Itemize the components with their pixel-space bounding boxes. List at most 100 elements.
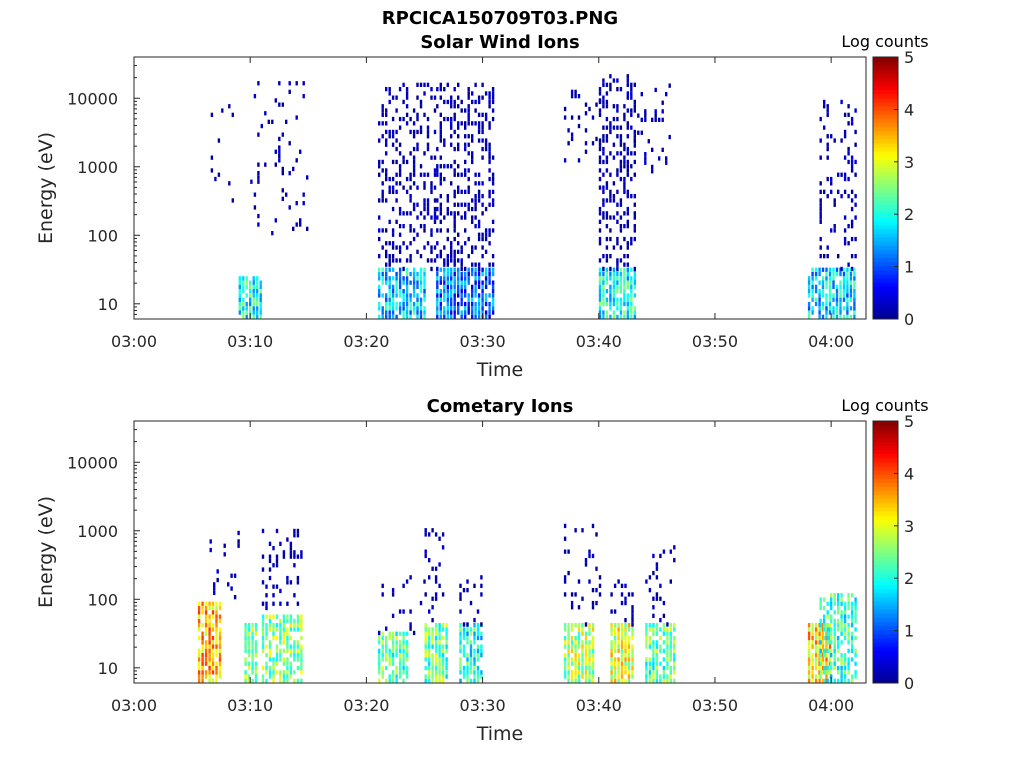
heatmap-cell xyxy=(623,176,626,182)
heatmap-cell xyxy=(850,164,854,169)
colorbar-segment xyxy=(873,494,898,500)
heatmap-cell xyxy=(843,665,847,671)
heatmap-cell xyxy=(610,623,613,628)
heatmap-cell xyxy=(655,678,659,683)
heatmap-cell xyxy=(295,81,298,86)
heatmap-cell xyxy=(835,293,839,298)
heatmap-cell xyxy=(265,661,268,666)
heatmap-cell xyxy=(491,95,495,100)
heatmap-cell xyxy=(847,597,850,602)
heatmap-cell xyxy=(402,635,405,641)
heatmap-cell xyxy=(438,583,441,588)
heatmap-cell xyxy=(293,563,296,568)
heatmap-cell xyxy=(409,314,412,319)
heatmap-cell xyxy=(843,678,847,683)
heatmap-cell xyxy=(616,172,619,177)
heatmap-cell xyxy=(441,674,445,679)
heatmap-cell xyxy=(247,644,251,649)
heatmap-cell xyxy=(272,563,275,568)
heatmap-cell xyxy=(249,301,252,307)
heatmap-cell xyxy=(385,640,388,645)
heatmap-cell xyxy=(257,81,260,86)
heatmap-cell xyxy=(466,674,469,679)
heatmap-cell xyxy=(450,95,453,100)
heatmap-cell xyxy=(211,610,215,615)
heatmap-cell xyxy=(837,670,840,675)
heatmap-cell xyxy=(381,674,384,679)
heatmap-cell xyxy=(668,134,671,140)
heatmap-cell xyxy=(481,289,484,294)
heatmap-cell xyxy=(631,622,634,627)
heatmap-cell xyxy=(630,236,633,242)
heatmap-cell xyxy=(623,284,626,289)
heatmap-cell xyxy=(591,141,595,146)
heatmap-cell xyxy=(623,267,626,272)
heatmap-cell xyxy=(395,653,398,658)
heatmap-cell xyxy=(471,159,474,165)
heatmap-cell xyxy=(574,640,577,645)
heatmap-cell xyxy=(477,310,481,315)
heatmap-cell xyxy=(388,262,391,267)
heatmap-cell xyxy=(252,289,255,294)
heatmap-cell xyxy=(563,657,567,662)
heatmap-cell xyxy=(274,218,277,223)
heatmap-cell xyxy=(398,164,402,169)
heatmap-cell xyxy=(669,644,672,649)
heatmap-cell xyxy=(613,609,617,614)
heatmap-cell xyxy=(584,128,588,133)
heatmap-cell xyxy=(464,228,467,233)
heatmap-cell xyxy=(466,635,469,641)
heatmap-cell xyxy=(619,159,623,165)
heatmap-cell xyxy=(849,297,853,302)
heatmap-cell xyxy=(457,185,460,190)
heatmap-cell xyxy=(623,301,626,307)
heatmap-cell xyxy=(473,661,476,666)
colorbar-segment xyxy=(873,106,898,111)
heatmap-cell xyxy=(208,623,211,628)
colorbar-segment xyxy=(873,183,898,189)
heatmap-cell xyxy=(819,597,822,602)
heatmap-cell xyxy=(624,644,627,649)
colorbar-segment xyxy=(873,204,898,209)
heatmap-cell xyxy=(488,301,491,307)
heatmap-cell xyxy=(619,258,623,263)
heatmap-cell xyxy=(826,623,829,628)
heatmap-cell xyxy=(474,314,477,319)
heatmap-cell xyxy=(849,306,853,311)
heatmap-cell xyxy=(659,553,662,559)
heatmap-cell xyxy=(424,657,427,662)
heatmap-cell xyxy=(477,306,481,311)
heatmap-cell xyxy=(617,623,620,628)
heatmap-cell xyxy=(811,289,814,294)
heatmap-cell xyxy=(282,661,286,666)
heatmap-cell xyxy=(211,661,215,666)
heatmap-cell xyxy=(412,134,416,139)
heatmap-cell xyxy=(627,657,631,662)
heatmap-cell xyxy=(453,267,456,272)
colorbar-segment xyxy=(873,102,898,107)
heatmap-cell xyxy=(602,82,605,87)
heatmap-cell xyxy=(811,635,814,641)
heatmap-cell xyxy=(208,648,211,653)
heatmap-cell xyxy=(616,284,619,289)
heatmap-cell xyxy=(584,657,588,662)
heatmap-cell xyxy=(598,99,602,105)
heatmap-cell xyxy=(612,142,616,147)
heatmap-cell xyxy=(666,657,669,662)
heatmap-cell xyxy=(853,297,856,302)
heatmap-cell xyxy=(633,284,636,289)
heatmap-cell xyxy=(453,202,456,207)
heatmap-cell xyxy=(388,631,391,636)
heatmap-cell xyxy=(830,640,833,645)
heatmap-cell xyxy=(623,224,626,229)
heatmap-cell xyxy=(450,211,453,216)
heatmap-cell xyxy=(480,583,483,588)
heatmap-cell xyxy=(395,293,398,298)
heatmap-cell xyxy=(847,112,850,117)
heatmap-cell xyxy=(453,129,456,135)
heatmap-cell xyxy=(605,82,609,87)
heatmap-cell xyxy=(491,219,495,224)
heatmap-cell xyxy=(473,631,476,636)
heatmap-cell xyxy=(223,552,226,557)
heatmap-cell xyxy=(395,146,398,152)
